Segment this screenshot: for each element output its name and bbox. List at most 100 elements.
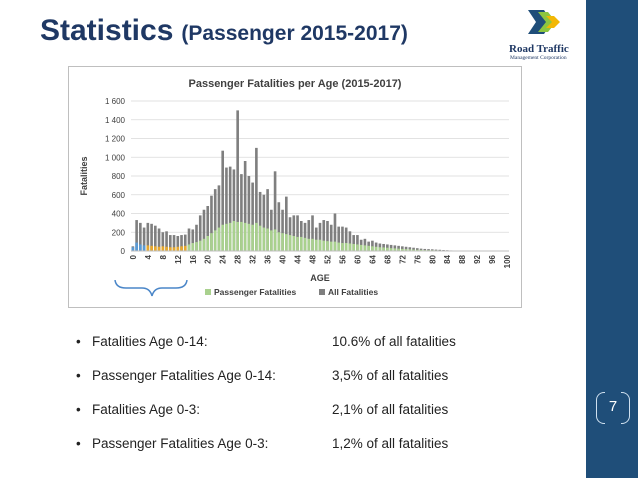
x-tick-label: 76 <box>413 254 422 263</box>
bar-all-fatalities <box>176 236 180 251</box>
x-tick-label: 24 <box>219 254 228 263</box>
bar-passenger-fatalities <box>270 230 273 251</box>
logo-name: Road Traffic <box>509 43 569 55</box>
bar-passenger-fatalities <box>296 236 299 251</box>
bar-all-fatalities <box>198 215 202 251</box>
bar-passenger-fatalities <box>341 243 344 251</box>
y-tick-label: 1 200 <box>105 135 126 144</box>
bar-passenger-fatalities <box>240 221 243 251</box>
bar-all-fatalities <box>318 222 322 251</box>
bar-all-fatalities <box>161 232 165 251</box>
bar-passenger-fatalities <box>217 227 221 251</box>
bar-all-fatalities <box>213 189 217 251</box>
bar-passenger-fatalities <box>292 236 296 251</box>
bar-all-fatalities <box>341 226 344 251</box>
bar-all-fatalities <box>255 147 258 251</box>
y-axis-label: Fatalities <box>79 156 89 195</box>
bullet-item: • Passenger Fatalities Age 0-14: 3,5% of … <box>76 368 448 383</box>
bar-all-fatalities <box>262 194 266 251</box>
x-tick-label: 68 <box>383 254 392 263</box>
bar-passenger-fatalities <box>318 239 322 251</box>
x-tick-label: 4 <box>144 254 153 259</box>
bar-passenger-fatalities <box>374 246 378 251</box>
bar-passenger-fatalities <box>183 245 187 251</box>
x-tick-label: 88 <box>458 254 467 263</box>
bullet-value: 1,2% of all fatalities <box>332 436 449 451</box>
x-tick-label: 100 <box>503 254 512 268</box>
x-tick-label: 84 <box>443 254 452 263</box>
bar-passenger-fatalities <box>165 246 168 251</box>
bar-all-fatalities <box>314 227 318 251</box>
bar-all-fatalities <box>415 248 419 251</box>
y-tick-label: 200 <box>112 228 126 237</box>
bar-passenger-fatalities <box>202 238 206 251</box>
bar-passenger-fatalities <box>401 248 404 251</box>
bar-passenger-fatalities <box>329 241 333 251</box>
bar-all-fatalities <box>434 249 438 251</box>
bar-all-fatalities <box>419 248 423 251</box>
bar-all-fatalities <box>393 245 397 251</box>
bullet-value: 3,5% of all fatalities <box>332 368 449 383</box>
bar-all-fatalities <box>236 110 239 251</box>
bar-all-fatalities <box>281 209 284 251</box>
bar-passenger-fatalities <box>206 236 210 251</box>
company-logo <box>508 6 584 58</box>
bullet-dot: • <box>76 436 81 451</box>
bar-all-fatalities <box>168 235 172 251</box>
bar-all-fatalities <box>146 222 150 251</box>
bar-passenger-fatalities <box>352 243 355 251</box>
bar-all-fatalities <box>202 209 206 251</box>
y-tick-label: 600 <box>112 191 126 200</box>
bullet-label: Fatalities Age 0-14: <box>92 334 208 349</box>
y-tick-label: 800 <box>112 172 126 181</box>
x-tick-label: 96 <box>488 254 497 263</box>
x-tick-label: 44 <box>294 254 303 263</box>
bar-all-fatalities <box>187 228 191 251</box>
x-tick-label: 52 <box>323 254 332 263</box>
x-tick-label: 32 <box>249 254 258 263</box>
bar-all-fatalities <box>288 217 292 251</box>
bar-passenger-fatalities <box>386 247 389 251</box>
x-tick-label: 72 <box>398 254 407 263</box>
bar-passenger-fatalities <box>168 247 172 251</box>
x-tick-label: 48 <box>309 254 318 263</box>
bar-passenger-fatalities <box>348 243 352 251</box>
bar-all-fatalities <box>273 171 277 251</box>
bar-passenger-fatalities <box>419 249 423 251</box>
bar-all-fatalities <box>307 220 311 251</box>
bar-passenger-fatalities <box>356 244 359 251</box>
bar-passenger-fatalities <box>322 240 326 251</box>
bar-all-fatalities <box>183 234 187 251</box>
bar-passenger-fatalities <box>262 227 266 251</box>
bar-passenger-fatalities <box>393 248 397 251</box>
bar-passenger-fatalities <box>142 245 146 251</box>
chart-title: Passenger Fatalities per Age (2015-2017) <box>189 78 402 90</box>
bar-all-fatalities <box>401 246 404 251</box>
bar-all-fatalities <box>157 228 161 251</box>
bar-passenger-fatalities <box>221 224 225 251</box>
bar-all-fatalities <box>228 166 232 251</box>
bar-passenger-fatalities <box>225 223 228 251</box>
bar-all-fatalities <box>154 225 157 251</box>
bar-passenger-fatalities <box>131 247 135 251</box>
bar-all-fatalities <box>408 247 412 251</box>
bar-passenger-fatalities <box>146 245 150 251</box>
chart-frame: Passenger Fatalities per Age (2015-2017)… <box>68 66 522 308</box>
title-sub: (Passenger 2015-2017) <box>181 22 408 45</box>
bar-all-fatalities <box>404 246 408 251</box>
bar-all-fatalities <box>165 231 168 251</box>
bullet-value: 10.6% of all fatalities <box>332 334 456 349</box>
bar-passenger-fatalities <box>161 246 165 251</box>
bar-all-fatalities <box>397 245 400 251</box>
fatalities-bar-chart: Passenger Fatalities per Age (2015-2017)… <box>79 78 512 297</box>
bar-all-fatalities <box>412 247 415 251</box>
bar-all-fatalities <box>389 244 393 251</box>
bar-all-fatalities <box>292 215 296 251</box>
bar-all-fatalities <box>225 167 228 251</box>
bullet-value: 2,1% of all fatalities <box>332 402 449 417</box>
bar-all-fatalities <box>206 206 210 251</box>
x-axis-label: AGE <box>310 273 330 283</box>
y-tick-label: 0 <box>121 247 126 256</box>
bar-all-fatalities <box>221 150 225 251</box>
